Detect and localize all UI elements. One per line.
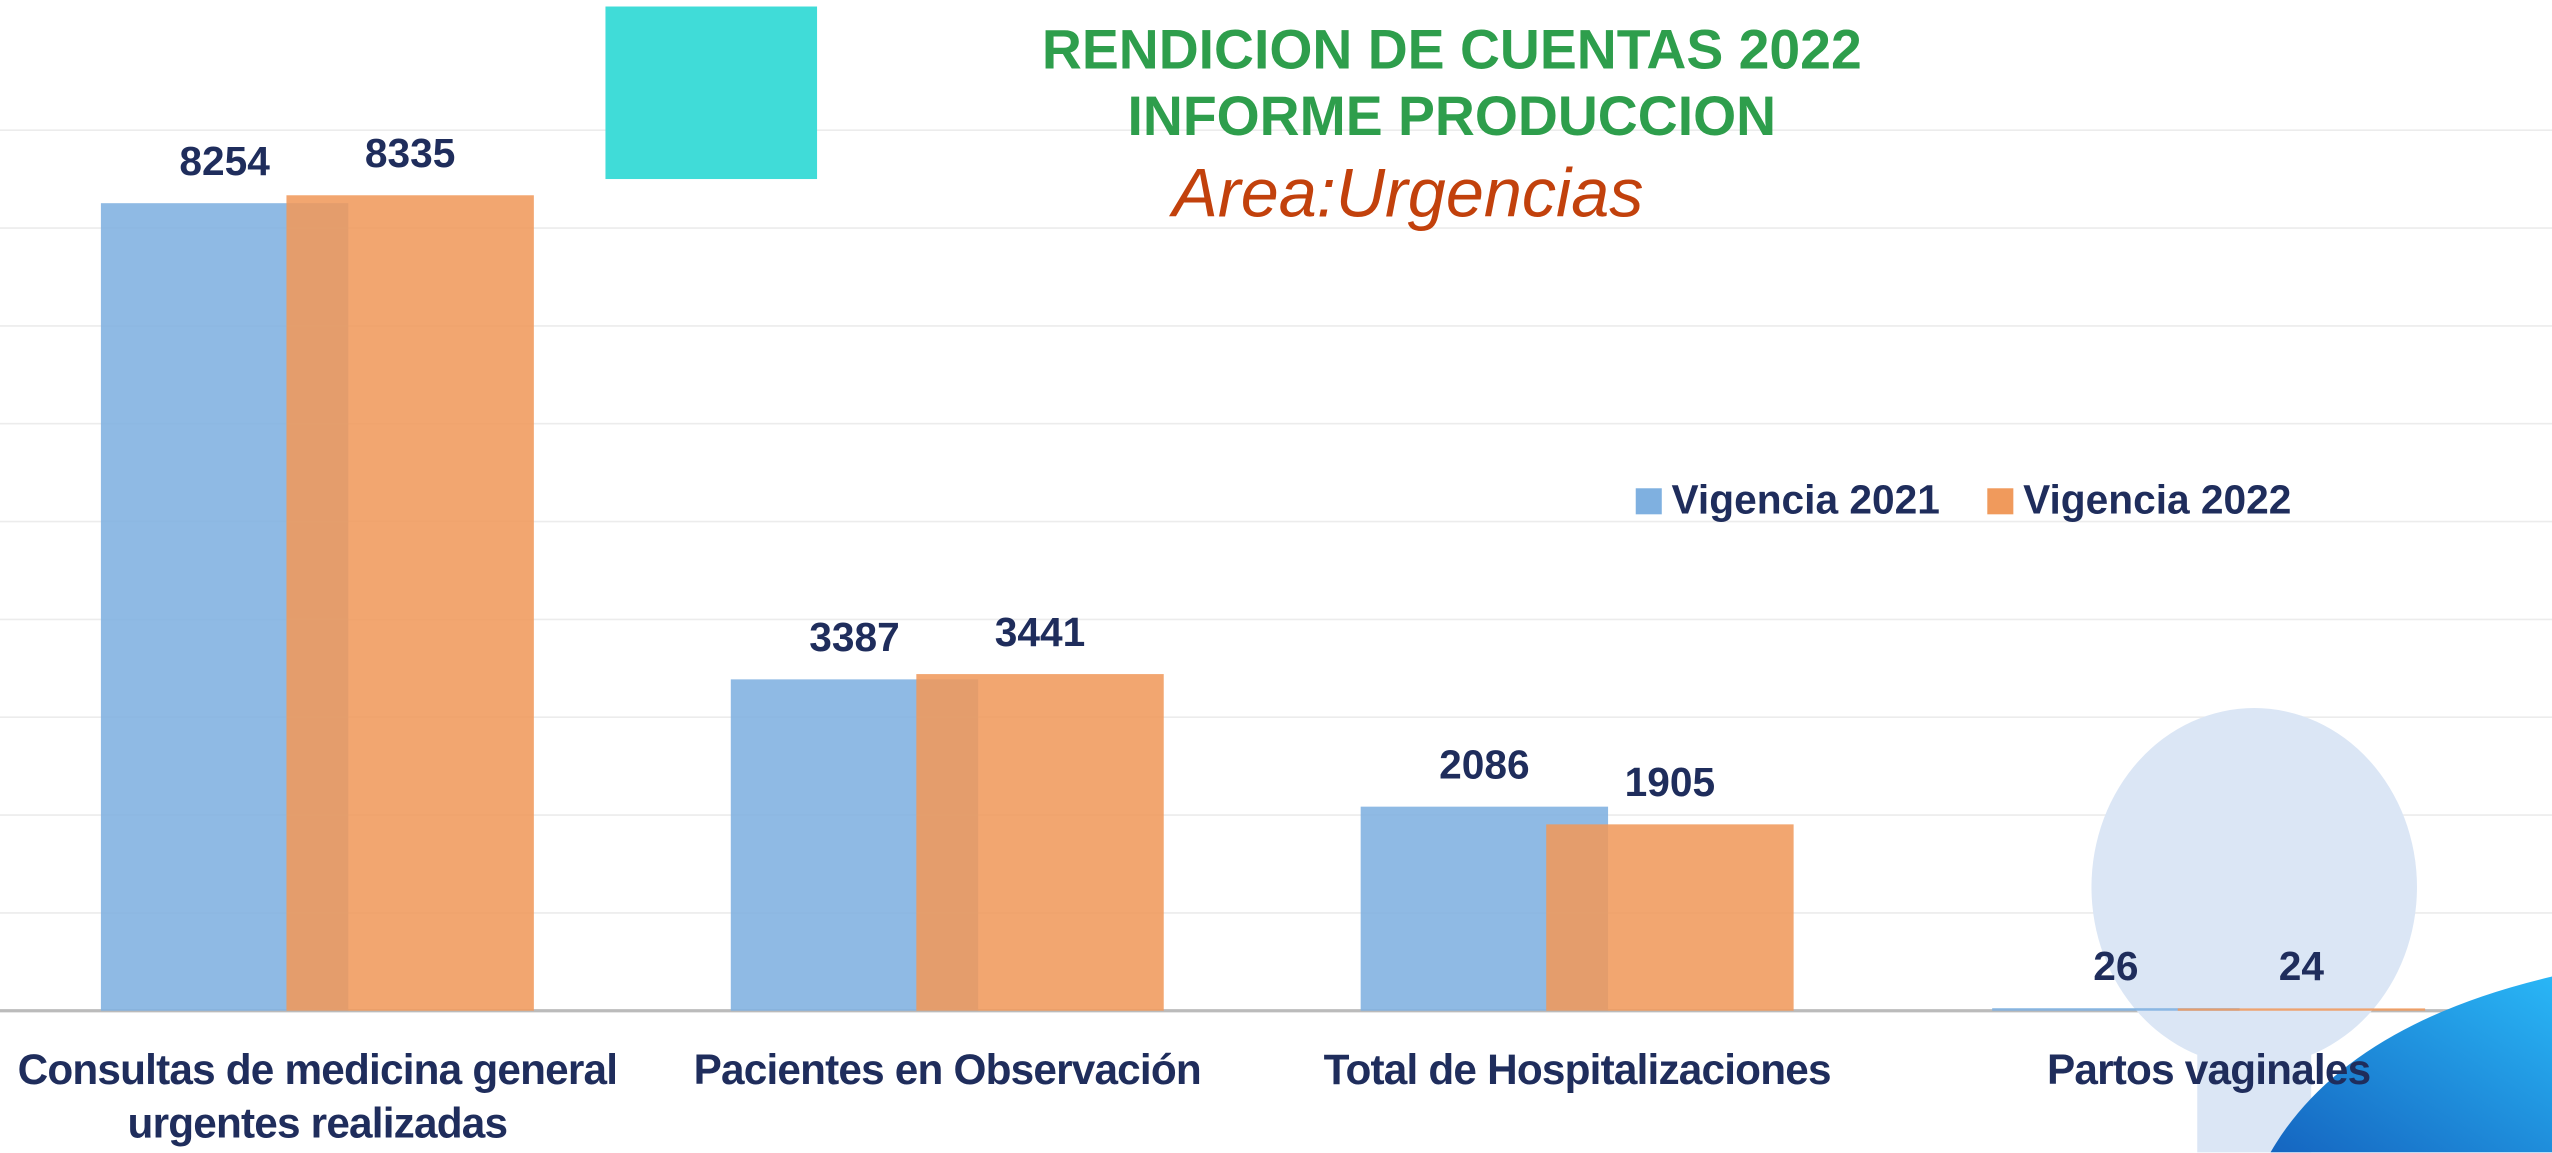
- value-label: 3387: [809, 614, 899, 660]
- x-tick-label: Consultas de medicina general urgentes r…: [8, 1043, 626, 1150]
- chart: 8254 3387 2086 26 8335 3441 1905 24 RENDICION D…: [0, 0, 2552, 1152]
- value-label: 3441: [995, 609, 1085, 655]
- value-label: 8335: [365, 130, 455, 176]
- bar: [286, 195, 533, 1010]
- chart-subtitle: INFORME PRODUCCION: [1128, 85, 1777, 147]
- x-tick-label: Pacientes en Observación: [638, 1043, 1256, 1097]
- teal-block: [605, 7, 817, 180]
- legend-swatch: [1636, 488, 1662, 514]
- bar: [2178, 1008, 2425, 1010]
- x-tick-label: Partos vaginales: [1899, 1043, 2517, 1097]
- value-label: 2086: [1439, 741, 1529, 787]
- x-tick-label: Total de Hospitalizaciones: [1268, 1043, 1886, 1097]
- chart-title: RENDICION DE CUENTAS 2022: [1042, 18, 1862, 80]
- value-label: 26: [2093, 943, 2138, 989]
- bar: [916, 674, 1163, 1011]
- legend-label: Vigencia 2022: [2023, 477, 2291, 523]
- legend-label: Vigencia 2021: [1672, 477, 1940, 523]
- value-label: 1905: [1625, 759, 1715, 805]
- legend-swatch: [1987, 488, 2013, 514]
- bars: 8254 3387 2086 26 8335 3441 1905 24: [101, 130, 2425, 1011]
- legend: Vigencia 2021 Vigencia 2022: [1636, 477, 2292, 523]
- value-label: 8254: [179, 138, 270, 184]
- value-label: 24: [2279, 943, 2325, 989]
- bar: [1546, 824, 1793, 1010]
- stage: 8254 3387 2086 26 8335 3441 1905 24 RENDICION D…: [0, 0, 2552, 1152]
- page: 8254 3387 2086 26 8335 3441 1905 24 RENDICION D…: [0, 0, 2552, 1153]
- area-annotation: Area:Urgencias: [1168, 156, 1643, 232]
